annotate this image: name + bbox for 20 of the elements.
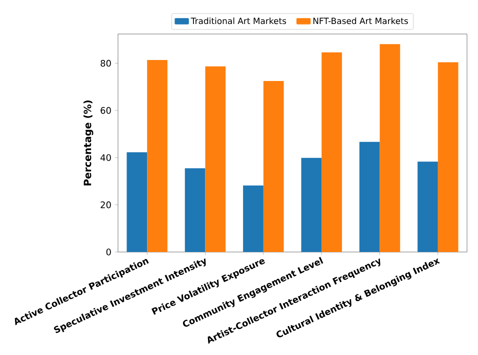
- y-tick-label: 40: [100, 154, 111, 162]
- bar: [205, 66, 226, 252]
- bar: [359, 142, 380, 252]
- bar: [438, 62, 458, 252]
- y-tick-label: 0: [106, 248, 111, 256]
- legend-label: Traditional Art Markets: [190, 18, 286, 24]
- y-tick-label: 20: [100, 201, 111, 208]
- bar: [418, 162, 438, 252]
- y-axis-title: Percentage (%): [84, 100, 94, 186]
- bar: [322, 52, 342, 252]
- bar: [301, 158, 322, 252]
- bar: [380, 44, 400, 252]
- y-tick-label: 80: [100, 60, 111, 67]
- bar: [243, 185, 264, 252]
- y-tick-label: 60: [100, 107, 111, 114]
- bar: [126, 152, 148, 252]
- bar: [184, 168, 206, 252]
- bar: [263, 80, 284, 252]
- bar: [147, 60, 168, 252]
- legend-label: NFT-Based Art Markets: [313, 18, 408, 24]
